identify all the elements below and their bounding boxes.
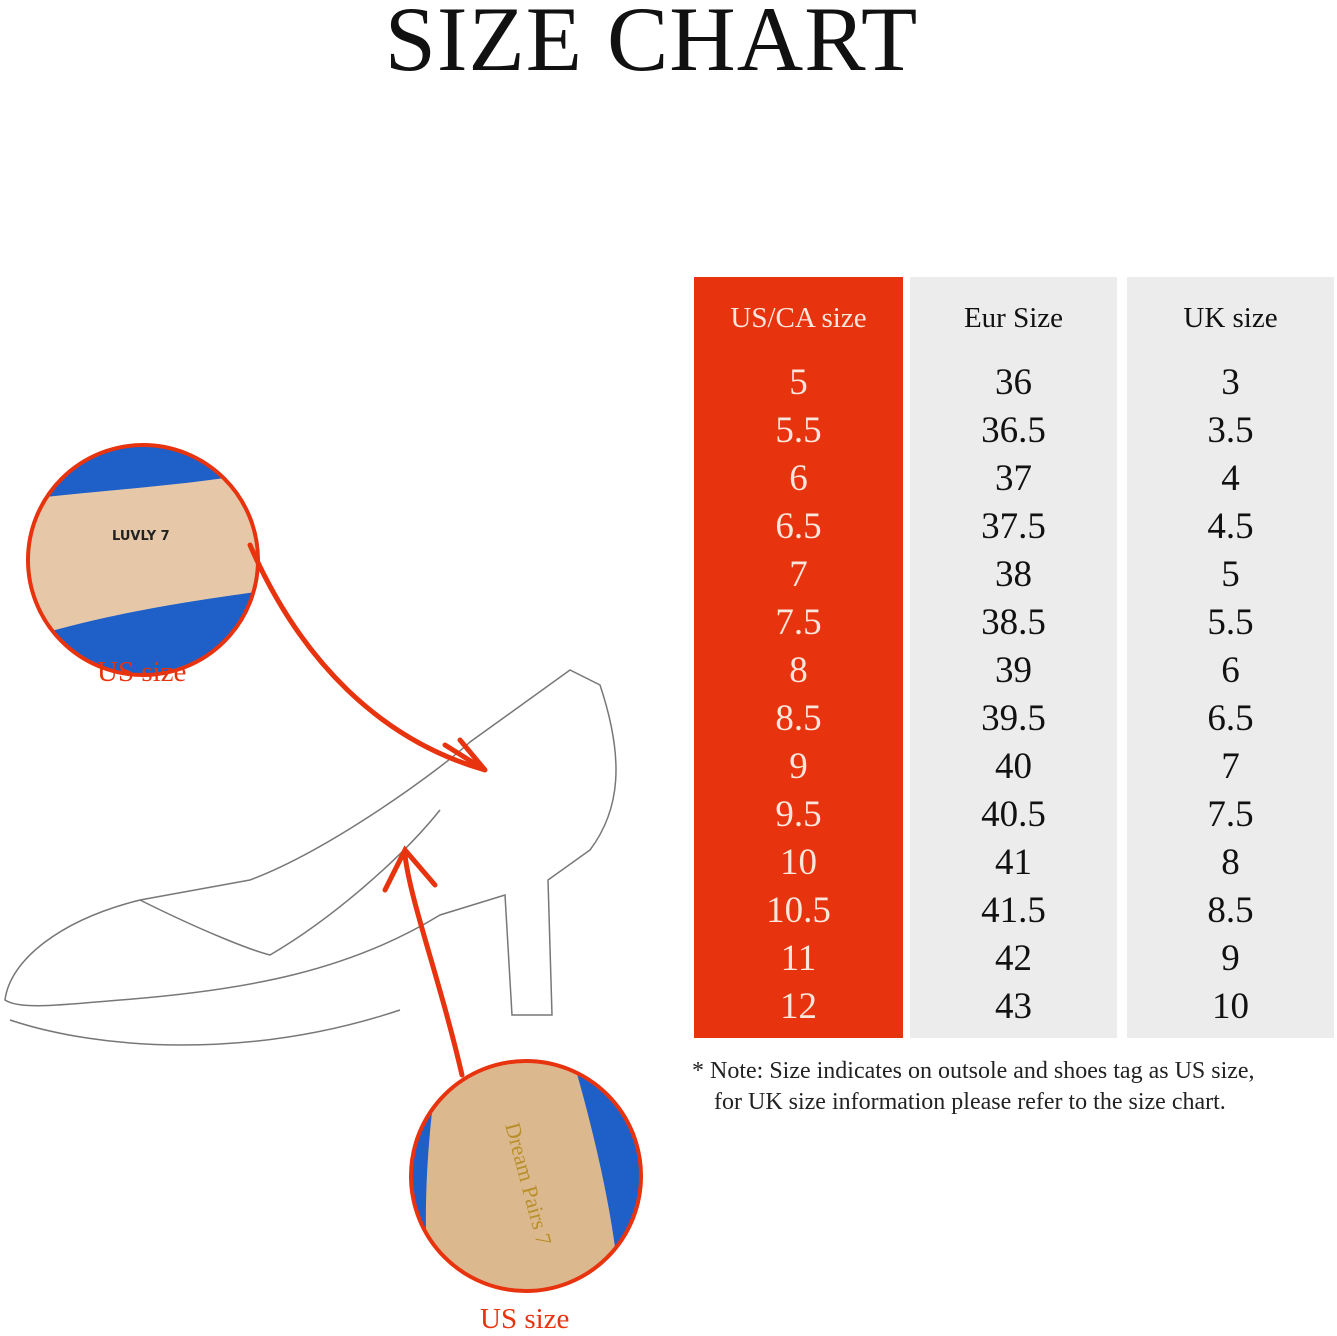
us-size-cell: 12 — [780, 986, 817, 1027]
uk-size-cell: 6 — [1221, 650, 1240, 691]
eur-size-cell: 39 — [995, 650, 1032, 691]
size-note: * Note: Size indicates on outsole and sh… — [692, 1056, 1255, 1118]
us-size-cell: 10.5 — [766, 890, 831, 931]
eur-size-cell: 36 — [995, 362, 1032, 403]
uk-size-cell: 3 — [1221, 362, 1240, 403]
uk-size-cell: 7.5 — [1207, 794, 1254, 835]
uk-size-cell: 5.5 — [1207, 602, 1254, 643]
us-size-cell: 6.5 — [775, 506, 822, 547]
uk-size-cell: 3.5 — [1207, 410, 1254, 451]
us-size-cell: 9.5 — [775, 794, 822, 835]
eur-size-cell: 37.5 — [981, 506, 1046, 547]
uk-size-cell: 10 — [1212, 986, 1249, 1027]
uk-size-cell: 7 — [1221, 746, 1240, 787]
us-size-cell: 9 — [789, 746, 808, 787]
us-size-cell: 8.5 — [775, 698, 822, 739]
shoe-outline — [4, 669, 617, 1046]
us-size-cell: 11 — [780, 938, 817, 979]
eur-size-column: Eur Size 36 36.5 37 37.5 38 38.5 39 39.5 40 40.5 4… — [910, 277, 1117, 1038]
uk-size-column: UK size 3 3.5 4 4.5 5 5.5 6 6.5 7 7.5 8 8.5 9 10 — [1127, 277, 1334, 1038]
us-ca-size-column: US/CA size 5 5.5 6 6.5 7 7.5 8 8.5 9 9.5 10 10.5 11 1… — [694, 277, 903, 1038]
eur-size-cell: 41 — [995, 842, 1032, 883]
eur-size-cell: 38.5 — [981, 602, 1046, 643]
eur-size-cell: 42 — [995, 938, 1032, 979]
inset-bottom-insole: Dream Pairs 7 — [409, 1059, 643, 1293]
arrow-top-icon — [247, 542, 488, 773]
uk-size-cell: 8 — [1221, 842, 1240, 883]
us-size-cell: 6 — [789, 458, 808, 499]
uk-size-cell: 4 — [1221, 458, 1240, 499]
arrow-bottom-icon — [402, 852, 465, 1078]
page-title: SIZE CHART — [384, 0, 919, 90]
us-size-cell: 8 — [789, 650, 808, 691]
eur-size-cell: 36.5 — [981, 410, 1046, 451]
eur-size-cell: 40.5 — [981, 794, 1046, 835]
column-header: Eur Size — [963, 302, 1064, 334]
us-size-cell: 7.5 — [775, 602, 822, 643]
eur-size-cell: 41.5 — [981, 890, 1046, 931]
uk-size-cell: 5 — [1221, 554, 1240, 595]
column-header: US/CA size — [730, 302, 867, 334]
uk-size-cell: 9 — [1221, 938, 1240, 979]
eur-size-cell: 37 — [995, 458, 1032, 499]
inset-top-tag: LUVLY 7 — [26, 443, 260, 677]
shoe-illustration: LUVLY 7 Dream Pairs 7 — [4, 443, 643, 1293]
uk-size-cell: 4.5 — [1207, 506, 1254, 547]
us-size-cell: 5.5 — [775, 410, 822, 451]
note-line-1: * Note: Size indicates on outsole and sh… — [692, 1058, 1255, 1084]
column-header: UK size — [1183, 302, 1278, 334]
arrows — [247, 542, 488, 1078]
us-size-cell: 7 — [789, 554, 808, 595]
eur-size-cell: 38 — [995, 554, 1032, 595]
uk-size-cell: 8.5 — [1207, 890, 1254, 931]
us-size-cell: 10 — [780, 842, 817, 883]
eur-size-cell: 40 — [995, 746, 1032, 787]
uk-size-cell: 6.5 — [1207, 698, 1254, 739]
us-size-cell: 5 — [789, 362, 808, 403]
tag-text: LUVLY 7 — [112, 529, 170, 544]
us-size-label-top: US size — [97, 656, 187, 688]
us-size-label-bottom: US size — [480, 1303, 570, 1335]
note-line-2: for UK size information please refer to … — [714, 1089, 1226, 1115]
eur-size-cell: 39.5 — [981, 698, 1046, 739]
eur-size-cell: 43 — [995, 986, 1032, 1027]
